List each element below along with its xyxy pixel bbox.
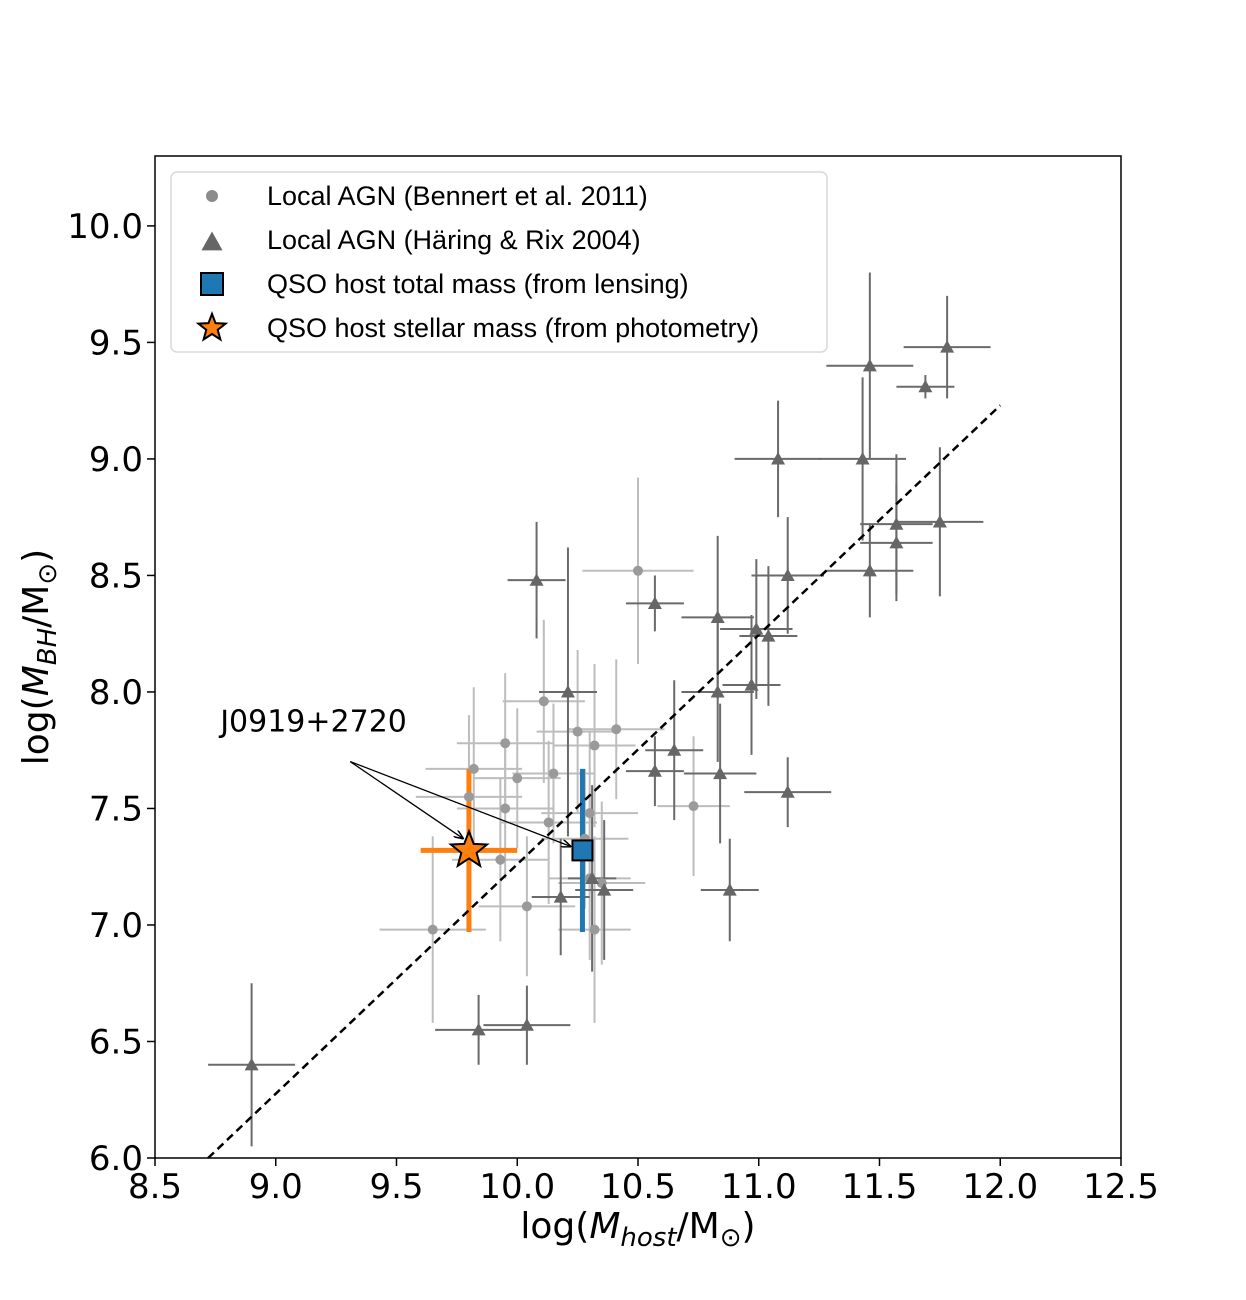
x-tick-label: 11.5 <box>842 1167 918 1207</box>
haring-point <box>744 677 759 691</box>
bennert-point <box>500 738 511 749</box>
bennert-point <box>427 924 438 935</box>
haring-point <box>244 1057 259 1071</box>
haring-point <box>710 684 725 698</box>
y-tick-label: 8.5 <box>89 556 143 596</box>
bennert-point <box>543 817 554 828</box>
y-tick-label: 10.0 <box>67 207 143 247</box>
legend-label: Local AGN (Häring & Rix 2004) <box>267 225 641 255</box>
haring-point <box>932 514 947 528</box>
bennert-point <box>521 901 532 912</box>
haring-point <box>780 568 795 582</box>
haring-point <box>780 785 795 798</box>
x-tick-label: 10.0 <box>479 1167 555 1207</box>
bennert-point <box>633 565 643 576</box>
haring-point <box>749 622 764 635</box>
legend-marker-square <box>200 272 224 296</box>
annotation-arrow-star <box>349 761 463 839</box>
haring-point <box>940 340 955 353</box>
x-tick-label: 9.5 <box>369 1167 423 1207</box>
y-tick-label: 7.0 <box>89 906 143 946</box>
haring-point <box>647 596 662 610</box>
haring-point <box>713 766 728 780</box>
haring-point <box>553 890 568 903</box>
bennert-point <box>589 924 600 935</box>
y-tick-label: 7.5 <box>89 789 143 829</box>
bennert-point <box>512 773 523 784</box>
haring-point <box>889 535 904 549</box>
bennert-point <box>468 763 479 774</box>
bennert-point <box>589 740 600 751</box>
lensing-point <box>571 839 594 862</box>
x-tick-label: 9.0 <box>249 1167 303 1207</box>
haring-point <box>862 358 877 372</box>
legend-marker-star <box>195 310 229 342</box>
legend-marker-triangle <box>201 231 223 251</box>
y-axis-label: log(MBH/M⊙) <box>16 549 63 765</box>
haring-point <box>889 517 904 530</box>
haring-point <box>519 1018 534 1031</box>
haring-point <box>771 451 786 465</box>
bennert-point <box>688 801 699 812</box>
haring-point <box>560 684 575 698</box>
bennert-point <box>538 696 549 707</box>
haring-point <box>585 871 600 884</box>
x-tick-label: 12.0 <box>962 1167 1038 1207</box>
haring-point <box>862 563 877 577</box>
x-tick-label: 8.5 <box>128 1167 182 1207</box>
haring-point <box>761 629 776 642</box>
y-tick-label: 9.0 <box>89 440 143 480</box>
haring-point <box>855 451 870 465</box>
bennert-point <box>572 726 583 737</box>
legend-label: QSO host stellar mass (from photometry) <box>267 313 759 343</box>
legend-marker-circle <box>206 190 218 202</box>
haring-point <box>647 764 662 777</box>
ticks-layer: 8.5 9.0 9.5 10.0 10.5 11.0 11.5 12.0 12.5 6.0 6.5 7… <box>67 207 1159 1207</box>
haring-point <box>471 1022 486 1036</box>
x-axis-label: log(Mhost/M⊙) <box>520 1206 755 1253</box>
bennert-point <box>463 791 474 802</box>
x-tick-label: 10.5 <box>600 1167 676 1207</box>
bennert-point <box>500 803 511 814</box>
legend-label: Local AGN (Bennert et al. 2011) <box>267 181 648 211</box>
x-tick-label: 12.5 <box>1083 1167 1159 1207</box>
mass-relation-line <box>207 404 1002 1159</box>
haring-point <box>918 379 933 393</box>
y-tick-label: 9.5 <box>89 323 143 363</box>
x-tick-label: 11.0 <box>721 1167 797 1207</box>
haring-point <box>722 883 737 896</box>
photometry-point <box>448 828 490 869</box>
haring-point <box>597 883 612 896</box>
bennert-point <box>584 808 595 819</box>
legend-label: QSO host total mass (from lensing) <box>267 269 689 299</box>
y-tick-label: 6.0 <box>89 1139 143 1179</box>
bennert-point <box>495 854 506 865</box>
haring-point <box>529 573 544 586</box>
legend: Local AGN (Bennert et al. 2011) Local AGN… <box>170 171 828 353</box>
legend-box <box>170 171 828 353</box>
relation-line-layer <box>207 404 1002 1159</box>
y-tick-label: 6.5 <box>89 1022 143 1062</box>
bennert-point <box>611 724 622 735</box>
annotation-layer: J0919+2720 <box>218 705 570 847</box>
y-tick-label: 8.0 <box>89 673 143 713</box>
annotation-arrow-square <box>349 760 570 847</box>
bennert-point <box>548 768 559 779</box>
haring-point <box>667 743 682 756</box>
haring-point <box>710 610 725 623</box>
annotation-label: J0919+2720 <box>218 705 407 740</box>
markers-layer <box>244 340 955 1071</box>
